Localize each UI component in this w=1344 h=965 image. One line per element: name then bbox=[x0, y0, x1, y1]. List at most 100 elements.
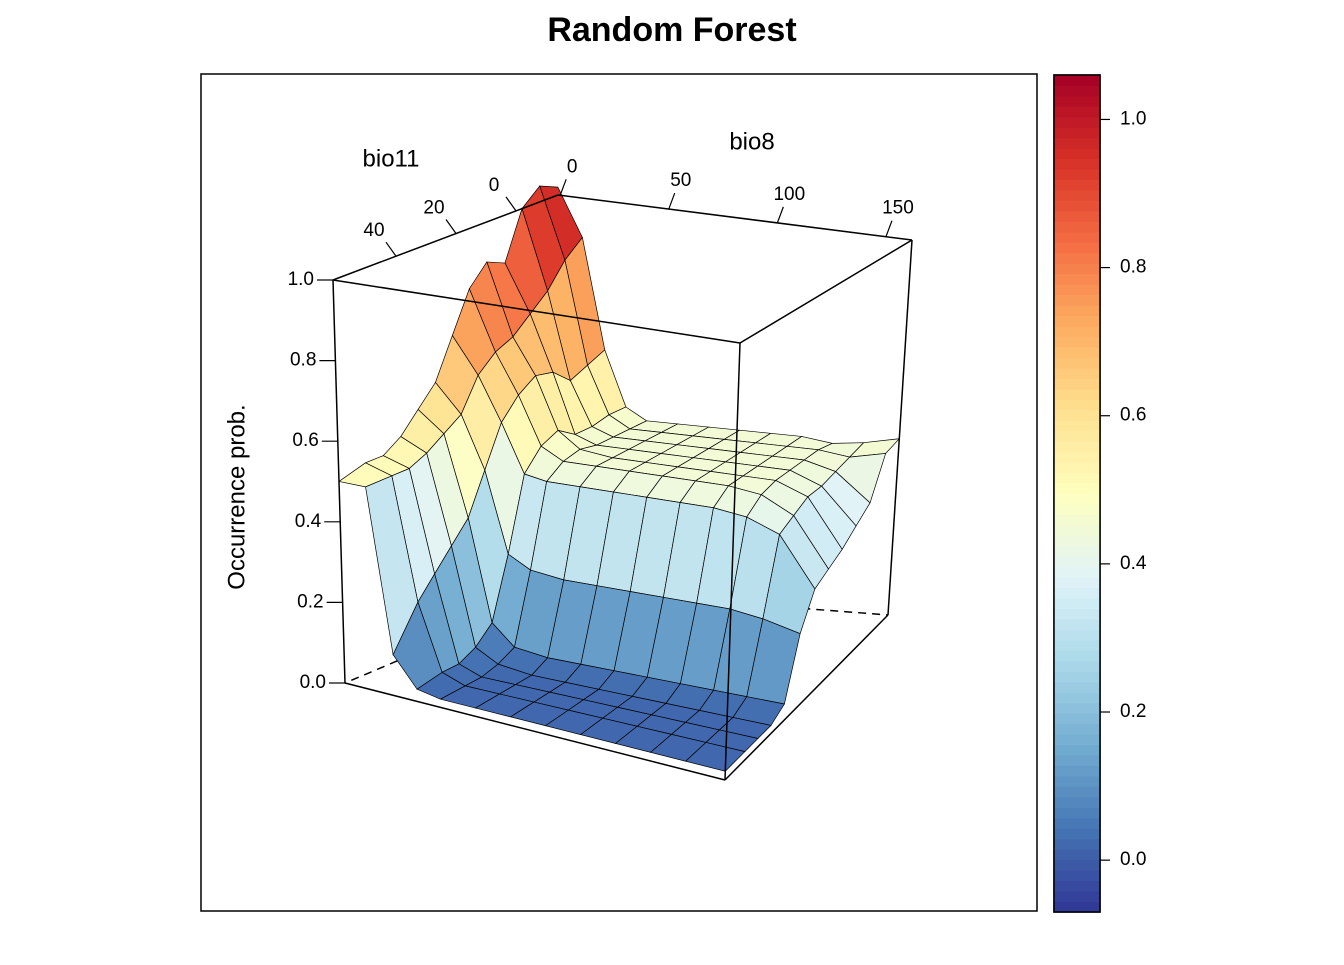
colorbar-band bbox=[1054, 723, 1100, 735]
colorbar-band bbox=[1054, 399, 1100, 411]
x-tick bbox=[559, 179, 567, 196]
z-tick-label: 1.0 bbox=[288, 269, 314, 290]
colorbar-band bbox=[1054, 786, 1100, 798]
y-tick bbox=[445, 219, 457, 234]
x-tick-label: 100 bbox=[773, 184, 805, 205]
colorbar-band bbox=[1054, 336, 1100, 348]
colorbar-band bbox=[1054, 587, 1100, 599]
y-tick-label: 0 bbox=[489, 175, 500, 196]
colorbar-band bbox=[1054, 660, 1100, 672]
colorbar-band bbox=[1054, 629, 1100, 641]
colorbar-band bbox=[1054, 273, 1100, 285]
colorbar-band bbox=[1054, 190, 1100, 202]
colorbar-band bbox=[1054, 483, 1100, 494]
colorbar-tick-label: 1.0 bbox=[1120, 108, 1146, 129]
box-edge bbox=[332, 194, 559, 281]
colorbar-tick-label: 0.8 bbox=[1120, 257, 1146, 278]
y-tick bbox=[385, 241, 397, 257]
colorbar-band bbox=[1054, 378, 1100, 390]
y-tick-label: 20 bbox=[423, 198, 444, 219]
box-edge bbox=[739, 239, 913, 344]
colorbar-band bbox=[1054, 284, 1100, 296]
colorbar-band bbox=[1054, 650, 1100, 662]
z-tick-label: 0.4 bbox=[295, 511, 322, 532]
z-tick-label: 0.2 bbox=[297, 591, 323, 612]
x-tick bbox=[668, 192, 676, 210]
x-tick bbox=[885, 220, 893, 237]
colorbar-band bbox=[1054, 556, 1100, 568]
colorbar-band bbox=[1054, 409, 1100, 421]
colorbar-band bbox=[1054, 85, 1100, 97]
colorbar-tick-label: 0.2 bbox=[1120, 701, 1146, 722]
box-edge bbox=[724, 614, 889, 781]
colorbar-band bbox=[1054, 713, 1100, 725]
colorbar-band bbox=[1054, 702, 1100, 714]
x-tick-label: 50 bbox=[670, 170, 691, 191]
x-tick-label: 0 bbox=[567, 156, 578, 177]
box-edge bbox=[887, 239, 913, 616]
colorbar-band bbox=[1054, 326, 1100, 338]
z-axis-label: Occurrence prob. bbox=[223, 404, 250, 589]
y-tick bbox=[505, 196, 517, 212]
x-tick-label: 150 bbox=[882, 198, 914, 219]
colorbar-band bbox=[1054, 503, 1100, 515]
colorbar-band bbox=[1054, 472, 1100, 484]
colorbar-band bbox=[1054, 200, 1100, 212]
colorbar-band bbox=[1054, 493, 1100, 505]
box-edge bbox=[332, 279, 741, 344]
z-tick-label: 0.6 bbox=[292, 430, 318, 451]
colorbar-band bbox=[1054, 870, 1100, 882]
colorbar-band bbox=[1054, 95, 1100, 107]
colorbar-band bbox=[1054, 252, 1100, 264]
colorbar-band bbox=[1054, 744, 1100, 756]
colorbar-band bbox=[1054, 807, 1100, 819]
colorbar-band bbox=[1054, 462, 1100, 474]
colorbar-band bbox=[1054, 859, 1100, 871]
colorbar-band bbox=[1054, 598, 1100, 610]
colorbar-band bbox=[1054, 388, 1100, 400]
colorbar-band bbox=[1054, 775, 1100, 787]
colorbar-band bbox=[1054, 305, 1100, 317]
colorbar-band bbox=[1054, 755, 1100, 767]
colorbar-band bbox=[1054, 566, 1100, 578]
panel bbox=[200, 73, 1038, 912]
colorbar-band bbox=[1054, 127, 1100, 139]
colorbar-band bbox=[1054, 891, 1100, 903]
colorbar-band bbox=[1054, 169, 1100, 181]
colorbar-band bbox=[1054, 116, 1100, 128]
colorbar-band bbox=[1054, 106, 1100, 118]
colorbar-band bbox=[1054, 545, 1100, 557]
colorbar-band bbox=[1054, 608, 1100, 620]
colorbar-band bbox=[1054, 828, 1100, 840]
colorbar-band bbox=[1054, 294, 1100, 306]
colorbar-band bbox=[1054, 692, 1100, 704]
colorbar-band bbox=[1054, 211, 1100, 222]
colorbar-band bbox=[1054, 619, 1100, 631]
colorbar-band bbox=[1054, 357, 1100, 369]
colorbar-band bbox=[1054, 880, 1100, 892]
colorbar-band bbox=[1054, 796, 1100, 808]
colorbar-band bbox=[1054, 671, 1100, 683]
colorbar-tick-label: 0.4 bbox=[1120, 553, 1147, 574]
z-tick-label: 0.8 bbox=[290, 350, 316, 371]
colorbar-band bbox=[1054, 430, 1100, 442]
chart-title: Random Forest bbox=[547, 11, 796, 49]
colorbar-band bbox=[1054, 221, 1100, 233]
colorbar-band bbox=[1054, 577, 1100, 589]
colorbar-band bbox=[1054, 734, 1100, 746]
colorbar-band bbox=[1054, 148, 1100, 160]
colorbar-band bbox=[1054, 514, 1100, 526]
colorbar-band bbox=[1054, 242, 1100, 254]
colorbar-band bbox=[1054, 441, 1100, 453]
colorbar-band bbox=[1054, 838, 1100, 850]
z-tick-label: 0.0 bbox=[300, 672, 326, 693]
colorbar-tick-label: 0.0 bbox=[1120, 849, 1146, 870]
colorbar-band bbox=[1054, 231, 1100, 243]
y-tick-label: 40 bbox=[363, 220, 384, 241]
colorbar-band bbox=[1054, 75, 1100, 86]
colorbar-band bbox=[1054, 639, 1100, 651]
box-edge bbox=[724, 342, 741, 781]
colorbar-tick-label: 0.6 bbox=[1120, 405, 1146, 426]
colorbar-band bbox=[1054, 681, 1100, 693]
